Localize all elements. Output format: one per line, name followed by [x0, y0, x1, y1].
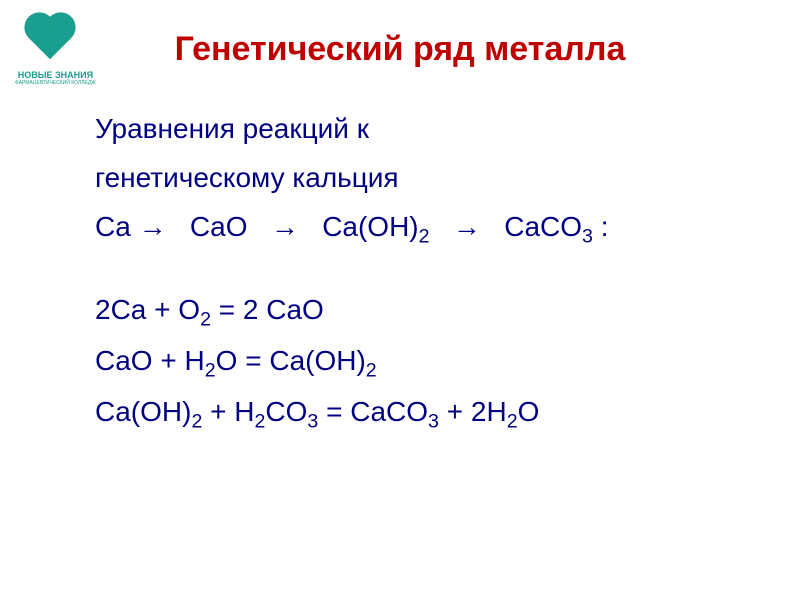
chain-step-4: CaCO	[504, 211, 582, 242]
chain-step-1: Ca	[95, 211, 131, 242]
slide-content: Уравнения реакций к генетическому кальци…	[0, 109, 800, 439]
eq1-equals: =	[211, 294, 243, 325]
eq3-rsub1: 3	[428, 411, 439, 433]
equation-1: 2Ca + O2 = 2 CaO	[95, 286, 770, 337]
eq1-species1: Ca	[111, 294, 147, 325]
equation-2: CaO + H2O = Ca(OH)2	[95, 337, 770, 388]
eq3-species2: H	[234, 396, 254, 427]
eq3-plus2: +	[439, 396, 471, 427]
arrow-icon: →	[139, 207, 167, 246]
eq1-plus: +	[146, 294, 178, 325]
chain-step-3: Ca(OH)	[322, 211, 418, 242]
eq3-sub2b: 3	[307, 411, 318, 433]
eq3-rcoef2: 2	[471, 396, 487, 427]
eq3-sub2: 2	[255, 411, 266, 433]
logo-brand: НОВЫЕ ЗНАНИЯ	[18, 70, 93, 80]
chain-step-2: CaO	[190, 211, 248, 242]
eq1-coef1: 2	[95, 294, 111, 325]
eq3-sub1: 2	[191, 411, 202, 433]
eq2-species2b: O	[216, 345, 238, 376]
eq3-rspecies2b: O	[518, 396, 540, 427]
chain-suffix: :	[593, 211, 609, 242]
slide-title: Генетический ряд металла	[0, 0, 800, 69]
equation-3: Ca(OH)2 + H2CO3 = CaCO3 + 2H2O	[95, 388, 770, 439]
arrow-icon: →	[453, 207, 481, 246]
eq3-plus: +	[202, 396, 234, 427]
reaction-chain: Ca → CaO → Ca(OH)2 → CaCO3 :	[95, 207, 770, 251]
eq3-rsub2: 2	[507, 411, 518, 433]
eq2-plus: +	[153, 345, 185, 376]
logo: НОВЫЕ ЗНАНИЯ ФАРМАЦЕВТИЧЕСКИЙ КОЛЛЕДЖ	[15, 15, 96, 86]
intro-line-2: генетическому кальция	[95, 158, 770, 197]
eq1-sub2: 2	[200, 309, 211, 331]
chain-step-4-sub: 3	[582, 226, 593, 248]
eq2-species1: CaO	[95, 345, 153, 376]
logo-subtitle: ФАРМАЦЕВТИЧЕСКИЙ КОЛЛЕДЖ	[15, 80, 96, 86]
eq1-species2: O	[178, 294, 200, 325]
eq2-rspecies1: Ca(OH)	[269, 345, 365, 376]
eq2-equals: =	[237, 345, 269, 376]
eq3-rspecies1: CaCO	[350, 396, 428, 427]
eq2-species2: H	[185, 345, 205, 376]
heart-icon	[30, 15, 80, 65]
chain-step-3-sub: 2	[419, 226, 430, 248]
intro-line-1: Уравнения реакций к	[95, 109, 770, 148]
eq3-species2b: CO	[265, 396, 307, 427]
eq1-rspecies1: CaO	[266, 294, 324, 325]
eq1-rcoef1: 2	[243, 294, 266, 325]
eq2-sub2: 2	[205, 360, 216, 382]
eq3-equals: =	[318, 396, 350, 427]
eq3-species1: Ca(OH)	[95, 396, 191, 427]
eq2-rsub1: 2	[366, 360, 377, 382]
arrow-icon: →	[271, 207, 299, 246]
eq3-rspecies2: H	[486, 396, 506, 427]
